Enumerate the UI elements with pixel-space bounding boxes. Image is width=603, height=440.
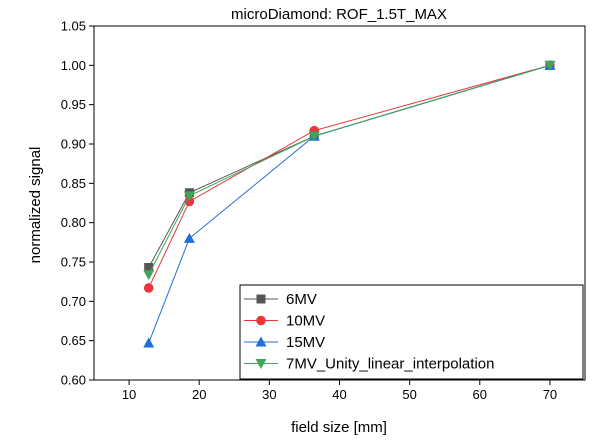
legend-label: 6MV (286, 291, 317, 308)
x-axis-label: field size [mm] (291, 419, 387, 436)
y-tick-label: 0.95 (61, 97, 86, 112)
legend: 6MV 10MV 15MV 7MV_Unity_linear_interpolatio… (239, 284, 584, 380)
legend-label: 10MV (286, 313, 325, 330)
series-0 (144, 60, 555, 273)
legend-box (239, 284, 584, 380)
legend-marker (256, 294, 266, 304)
data-point (184, 196, 195, 207)
data-point (143, 337, 155, 348)
ticks-layer: 10 20 30 40 50 60 70 0.60 0.65 0.70 0.75 0.80 0.85 0.… (61, 19, 557, 403)
x-tick-label: 10 (122, 387, 136, 402)
series-1 (143, 60, 555, 293)
legend-marker (256, 315, 266, 326)
y-tick-label: 0.60 (61, 373, 86, 388)
data-point (143, 283, 154, 293)
x-tick-label: 70 (543, 387, 557, 402)
series-line (148, 64, 551, 268)
series-line (148, 64, 551, 289)
data-point (143, 270, 155, 281)
y-tick-label: 0.80 (61, 215, 86, 230)
legend-entry: 7MV_Unity_linear_interpolation (244, 356, 494, 373)
data-point (544, 60, 556, 71)
data-point (308, 131, 320, 142)
y-tick-label: 0.70 (61, 294, 86, 309)
series-3 (143, 60, 556, 281)
legend-label: 7MV_Unity_linear_interpolation (286, 356, 494, 373)
y-axis-label: normalized signal (27, 147, 44, 264)
x-tick-label: 50 (402, 387, 416, 402)
legend-entry: 15MV (244, 334, 325, 351)
legend-label: 15MV (286, 334, 325, 351)
series-line (148, 64, 551, 275)
data-point (144, 263, 154, 273)
x-tick-label: 60 (473, 387, 487, 402)
series-layer (143, 59, 556, 348)
y-tick-label: 0.65 (61, 333, 86, 348)
legend-marker (255, 359, 267, 369)
x-tick-label: 20 (192, 387, 206, 402)
y-tick-label: 0.75 (61, 255, 86, 270)
x-tick-label: 40 (332, 387, 346, 402)
legend-entry: 10MV (244, 313, 325, 330)
y-tick-label: 1.00 (61, 58, 86, 73)
data-point (183, 232, 195, 243)
y-tick-label: 1.05 (61, 19, 86, 34)
plot-frame (93, 25, 586, 381)
y-tick-label: 0.90 (61, 137, 86, 152)
legend-entry: 6MV (244, 291, 317, 308)
data-point (183, 191, 195, 202)
chart-title: microDiamond: ROF_1.5T_MAX (231, 6, 447, 23)
legend-marker (255, 336, 267, 347)
x-tick-label: 30 (262, 387, 276, 402)
y-tick-label: 0.85 (61, 176, 86, 191)
